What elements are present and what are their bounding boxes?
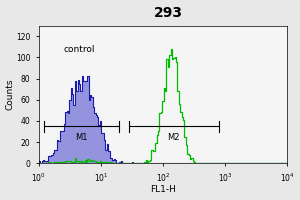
- X-axis label: FL1-H: FL1-H: [150, 185, 176, 194]
- Y-axis label: Counts: Counts: [6, 79, 15, 110]
- Text: 293: 293: [154, 6, 182, 20]
- Text: control: control: [64, 45, 95, 54]
- Text: M2: M2: [167, 133, 180, 142]
- Text: M1: M1: [75, 133, 88, 142]
